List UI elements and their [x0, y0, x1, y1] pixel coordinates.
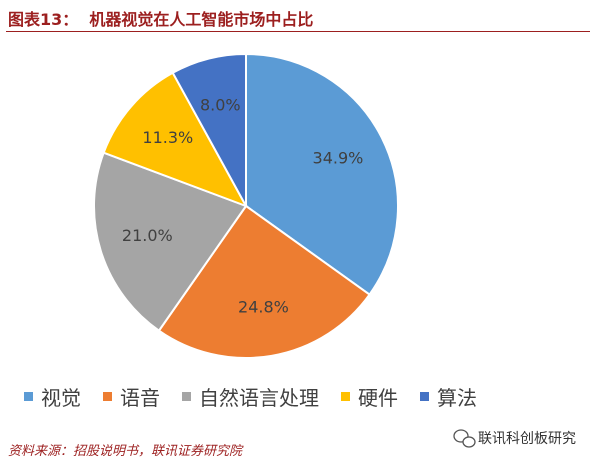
pie-slice — [171, 52, 247, 207]
legend-item: 算法 — [420, 382, 477, 411]
pie-slice — [245, 52, 399, 296]
wechat-icon — [453, 429, 476, 448]
chart-title: 图表13： 机器视觉在人工智能市场中占比 — [8, 10, 314, 29]
source-note: 资料来源：招股说明书，联讯证券研究院 — [8, 444, 243, 459]
watermark: 联讯科创板研究 — [478, 431, 576, 447]
legend-item: 语音 — [103, 382, 160, 411]
legend-item: 视觉 — [24, 382, 81, 411]
pie-slice — [93, 151, 248, 333]
slice-label: 34.9% — [313, 148, 364, 167]
title-rule — [6, 31, 590, 32]
legend-swatch — [182, 392, 191, 401]
slice-label: 11.3% — [142, 128, 193, 147]
legend-swatch — [341, 392, 350, 401]
slice-label: 21.0% — [122, 226, 173, 245]
legend-label: 视觉 — [41, 386, 81, 410]
legend: 视觉 语音 自然语言处理 硬件 算法 — [24, 382, 477, 411]
slice-label: 8.0% — [200, 95, 241, 114]
pie-slice — [102, 71, 249, 208]
pie-slice — [157, 204, 371, 359]
slice-label: 24.8% — [238, 297, 289, 316]
legend-label: 算法 — [437, 386, 477, 410]
legend-swatch — [420, 392, 429, 401]
legend-item: 自然语言处理 — [182, 382, 319, 411]
legend-swatch — [24, 392, 33, 401]
legend-label: 语音 — [120, 386, 160, 410]
legend-item: 硬件 — [341, 382, 398, 411]
legend-label: 自然语言处理 — [199, 386, 319, 410]
legend-label: 硬件 — [358, 386, 398, 410]
legend-swatch — [103, 392, 112, 401]
